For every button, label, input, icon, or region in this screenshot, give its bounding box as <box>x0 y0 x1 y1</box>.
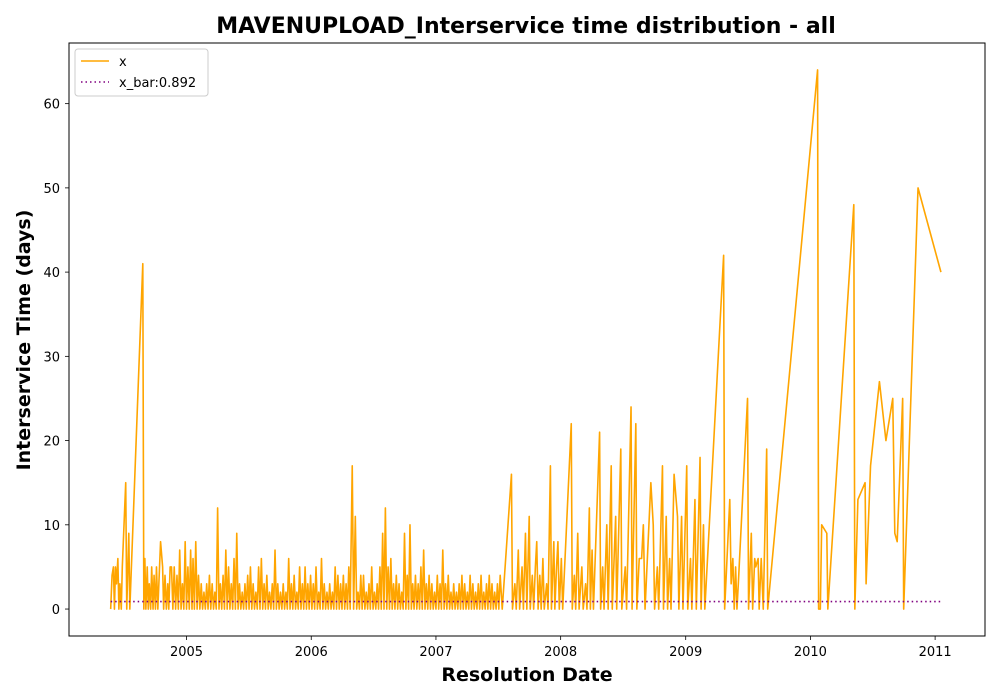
x-tick-label: 2007 <box>419 645 452 660</box>
x-tick-label: 2009 <box>669 645 702 660</box>
y-tick-label: 0 <box>52 603 60 618</box>
y-axis-label: Interservice Time (days) <box>13 210 35 471</box>
y-tick-label: 60 <box>43 98 60 113</box>
series-line-x <box>109 69 942 610</box>
x-tick-label: 2005 <box>170 645 203 660</box>
x-axis-label: Resolution Date <box>441 664 612 686</box>
series-layer <box>109 69 942 610</box>
legend-label-x-bar: x_bar:0.892 <box>119 76 196 91</box>
x-tick-label: 2008 <box>544 645 577 660</box>
y-tick-label: 50 <box>43 182 60 197</box>
plot-area <box>68 42 986 637</box>
y-tick-label: 40 <box>43 266 60 281</box>
y-axis: 0 10 20 30 40 50 60 <box>43 98 69 618</box>
plot-frame <box>68 42 986 637</box>
legend: x x_bar:0.892 <box>74 48 209 97</box>
x-tick-label: 2011 <box>919 645 952 660</box>
legend-label-x: x <box>119 55 127 70</box>
x-tick-label: 2010 <box>794 645 827 660</box>
x-axis: 2005 2006 2007 2008 2009 2010 2011 <box>170 636 952 660</box>
y-tick-label: 20 <box>43 435 60 450</box>
y-tick-label: 10 <box>43 519 60 534</box>
y-tick-label: 30 <box>43 350 60 365</box>
x-tick-label: 2006 <box>295 645 328 660</box>
chart-title: MAVENUPLOAD_Interservice time distributi… <box>216 14 836 39</box>
